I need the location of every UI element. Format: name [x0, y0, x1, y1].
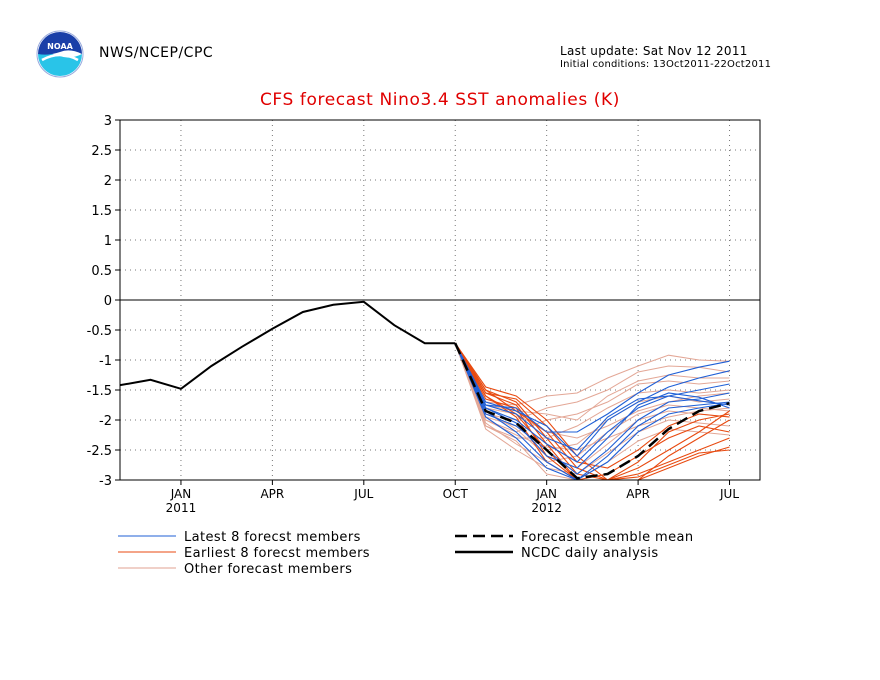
latest-member-line: [454, 342, 730, 469]
latest-member-line: [454, 342, 730, 480]
noaa-logo-icon: NOAA: [36, 30, 84, 78]
x-tick-label: JUL: [719, 487, 739, 501]
latest-member-line: [454, 342, 730, 457]
other-member-line: [454, 342, 730, 439]
y-tick-label: 2: [104, 174, 112, 189]
y-axis-ticks: 3 2.5 2 1.5 1 0.5 0 -0.5 -1 -1.5 -2 -2.5 -3: [87, 114, 120, 489]
agency-label: NWS/NCEP/CPC: [99, 45, 214, 61]
other-member-line: [454, 343, 730, 475]
x-tick-year-label: 2011: [166, 501, 197, 515]
grid-lines: [120, 120, 760, 480]
legend-label: Other forecast members: [184, 562, 352, 577]
latest-member-line: [454, 342, 730, 451]
earliest-member-line: [454, 342, 730, 480]
y-tick-label: -3: [99, 474, 112, 489]
y-tick-label: -0.5: [87, 324, 112, 339]
latest-members-series: [454, 342, 730, 480]
last-update-label: Last update: Sat Nov 12 2011: [560, 44, 748, 58]
y-tick-label: -2: [99, 414, 112, 429]
latest-member-line: [454, 342, 730, 475]
x-tick-label: APR: [260, 487, 284, 501]
x-tick-label: JAN: [535, 487, 557, 501]
earliest-member-line: [454, 342, 730, 480]
earliest-member-line: [454, 342, 730, 480]
analysis-series: [120, 300, 456, 390]
y-tick-label: 0.5: [91, 264, 112, 279]
latest-member-line: [454, 342, 730, 463]
legend-label: Latest 8 forecst members: [184, 530, 361, 545]
y-tick-label: 2.5: [91, 144, 112, 159]
x-tick-label: JAN: [170, 487, 192, 501]
x-tick-label: APR: [626, 487, 650, 501]
y-tick-label: 1.5: [91, 204, 112, 219]
legend-label: Earliest 8 forecst members: [184, 546, 370, 561]
logo-text: NOAA: [47, 42, 73, 51]
x-tick-year-label: 2012: [531, 501, 562, 515]
ensemble-mean-line: [454, 342, 730, 480]
other-member-line: [454, 342, 730, 421]
legend-label: Forecast ensemble mean: [521, 530, 693, 545]
x-tick-label: OCT: [443, 487, 469, 501]
legend-label: NCDC daily analysis: [521, 546, 659, 561]
other-member-line: [454, 343, 730, 439]
y-tick-label: 3: [104, 114, 112, 129]
y-tick-label: 0: [104, 294, 112, 309]
latest-member-line: [454, 342, 730, 480]
y-tick-label: -2.5: [87, 444, 112, 459]
y-tick-label: -1: [99, 354, 112, 369]
ensemble-mean-series: [454, 342, 730, 480]
x-tick-label: JUL: [353, 487, 373, 501]
chart-title: CFS forecast Nino3.4 SST anomalies (K): [259, 90, 621, 110]
initial-conditions-label: Initial conditions: 13Oct2011-22Oct2011: [560, 59, 772, 70]
y-tick-label: -1.5: [87, 384, 112, 399]
analysis-line: [120, 300, 456, 390]
y-tick-label: 1: [104, 234, 112, 249]
